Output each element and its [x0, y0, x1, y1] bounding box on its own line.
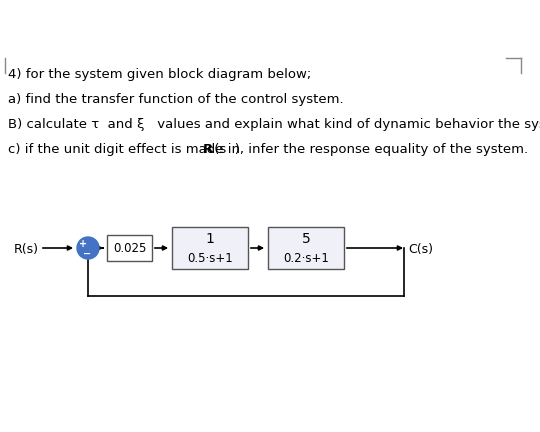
Text: −: − — [83, 249, 91, 259]
Text: 4) for the system given block diagram below;: 4) for the system given block diagram be… — [8, 68, 311, 81]
FancyBboxPatch shape — [107, 235, 152, 261]
Text: +: + — [79, 239, 87, 249]
FancyBboxPatch shape — [172, 227, 248, 269]
Text: 1: 1 — [206, 232, 214, 246]
Text: B) calculate τ  and ξ   values and explain what kind of dynamic behavior the sys: B) calculate τ and ξ values and explain … — [8, 118, 540, 131]
FancyBboxPatch shape — [268, 227, 344, 269]
Text: 0.2·s+1: 0.2·s+1 — [283, 251, 329, 264]
Text: 0.025: 0.025 — [113, 241, 146, 254]
Text: R(s): R(s) — [14, 244, 39, 257]
Text: (s  ), infer the response equality of the system.: (s ), infer the response equality of the… — [210, 143, 528, 156]
Text: c) if the unit digit effect is made in: c) if the unit digit effect is made in — [8, 143, 244, 156]
Text: 5: 5 — [302, 232, 310, 246]
Text: a) find the transfer function of the control system.: a) find the transfer function of the con… — [8, 93, 343, 106]
Text: C(s): C(s) — [408, 244, 433, 257]
Circle shape — [77, 237, 99, 259]
Text: R: R — [203, 143, 213, 156]
Text: 0.5·s+1: 0.5·s+1 — [187, 251, 233, 264]
